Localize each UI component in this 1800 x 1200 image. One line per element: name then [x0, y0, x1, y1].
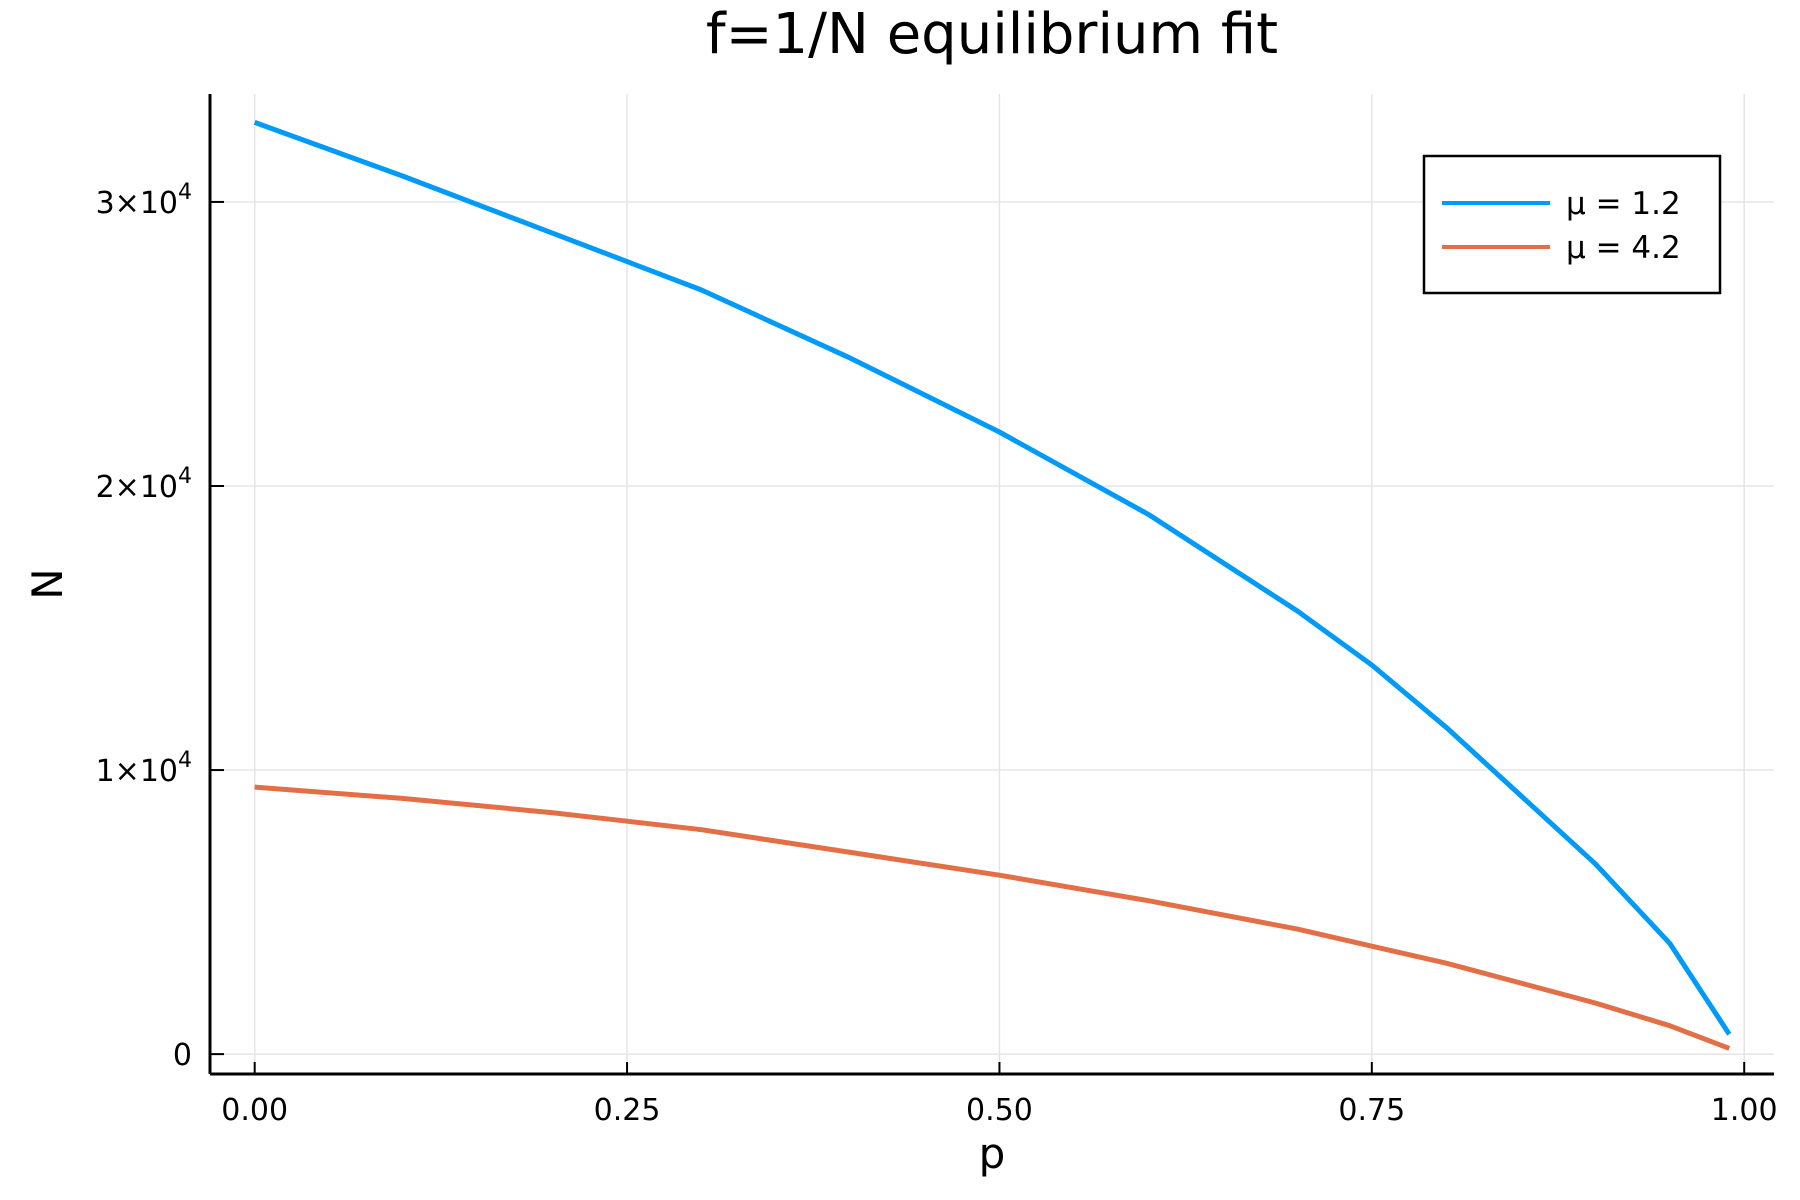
y-tick-label: 0 [173, 1038, 192, 1073]
y-tick-label: 1×104 [96, 748, 192, 789]
legend-box [1422, 154, 1722, 295]
series-line-2 [254, 784, 1731, 1051]
x-tick-label: 0.00 [221, 1093, 288, 1128]
ticks: 0.00 0.25 0.50 0.75 1.00 0 1×104 2×104 3×104 [96, 180, 1778, 1128]
series-line-1 [253, 120, 1732, 1036]
axes [208, 94, 1774, 1076]
x-axis-label: p [979, 1129, 1006, 1178]
x-tick-label: 0.25 [594, 1093, 661, 1128]
legend-label-2: μ = 4.2 [1566, 230, 1681, 266]
chart-title: f=1/N equilibrium fit [706, 2, 1278, 67]
x-tick-label: 1.00 [1711, 1093, 1778, 1128]
y-tick-label: 3×104 [96, 180, 192, 221]
x-tick-label: 0.75 [1338, 1093, 1405, 1128]
series [253, 120, 1732, 1051]
y-axis-label: N [23, 568, 72, 599]
x-tick-label: 0.50 [966, 1093, 1033, 1128]
legend: μ = 1.2 μ = 4.2 [1422, 154, 1722, 295]
y-tick-label: 2×104 [96, 464, 192, 505]
legend-label-1: μ = 1.2 [1566, 186, 1681, 222]
